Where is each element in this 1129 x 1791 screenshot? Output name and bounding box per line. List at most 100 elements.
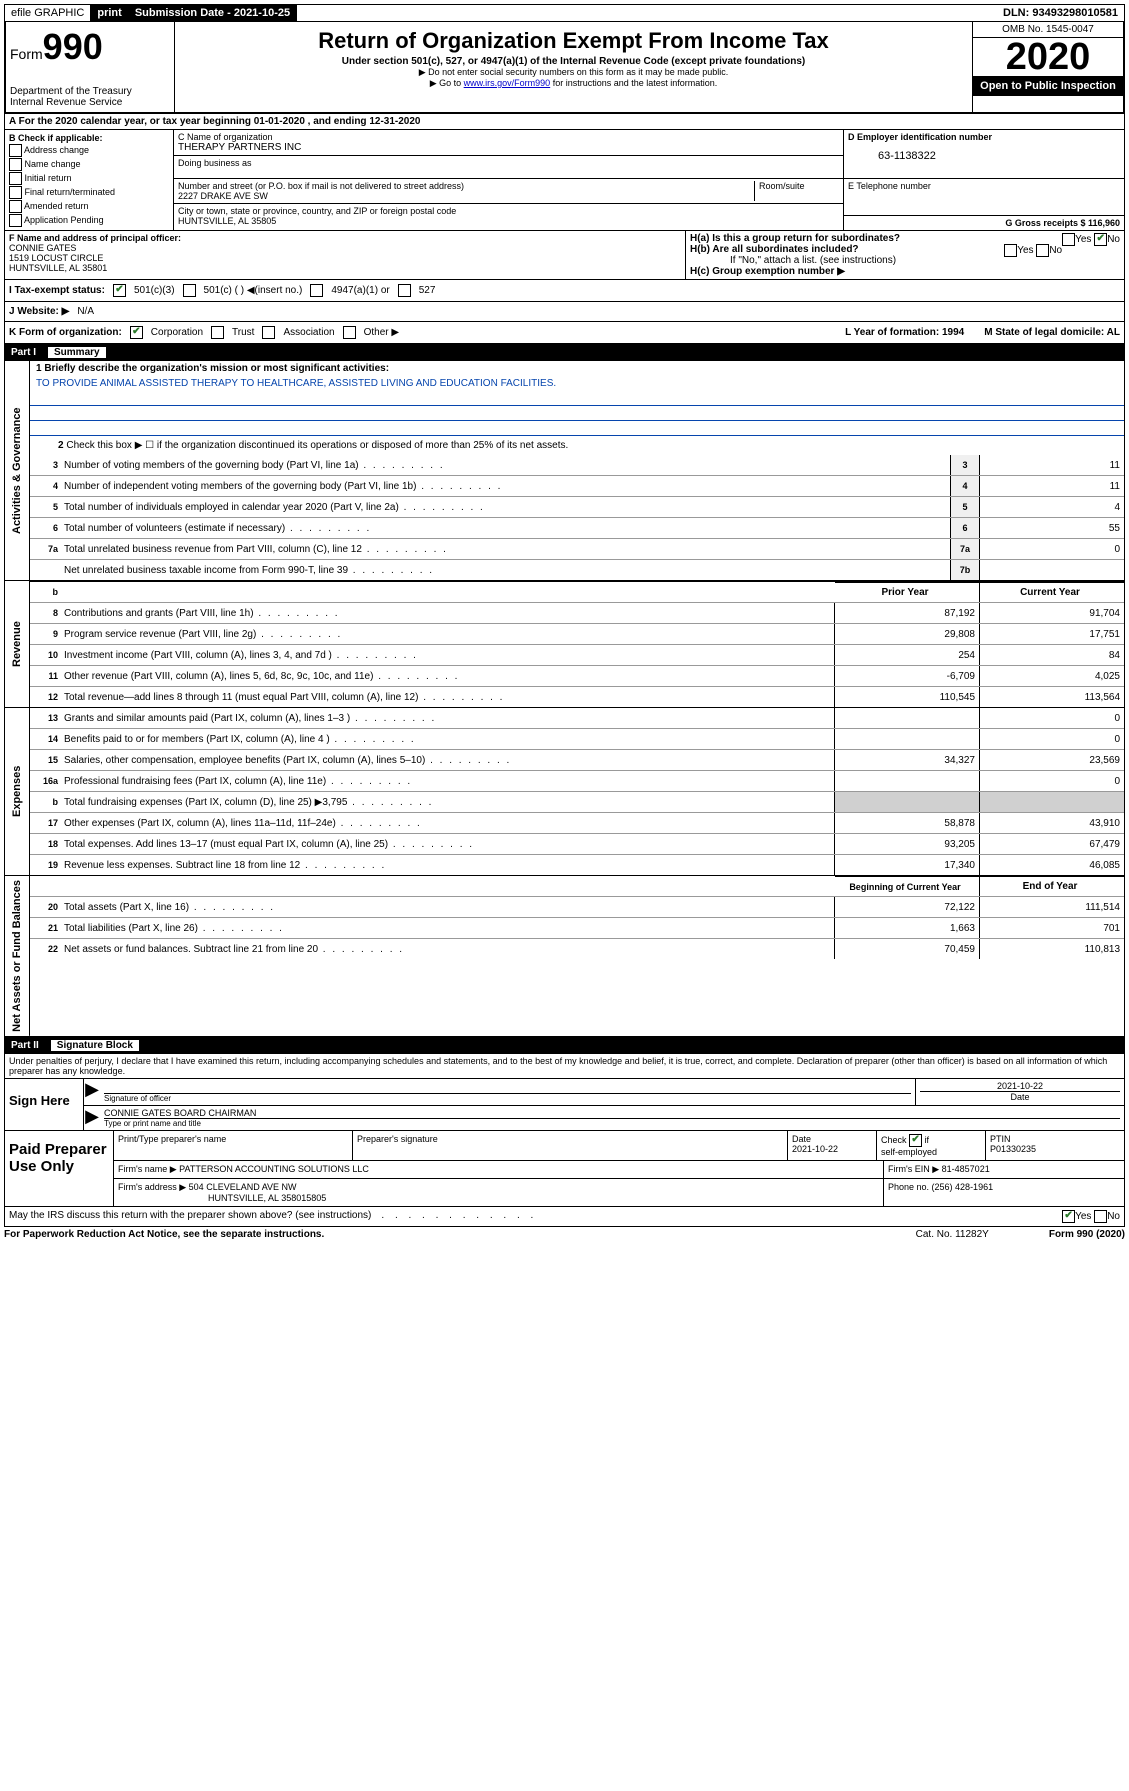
prior-year-header: Prior Year — [835, 582, 979, 602]
cb-527[interactable] — [398, 284, 411, 297]
addr-label: Number and street (or P.O. box if mail i… — [178, 181, 754, 191]
hb-row: H(b) Are all subordinates included? Yes … — [690, 244, 1120, 255]
table-row: 11Other revenue (Part VIII, column (A), … — [30, 666, 1124, 687]
end-year-header: End of Year — [979, 876, 1124, 896]
b-marker: b — [30, 587, 64, 597]
k-label: K Form of organization: — [9, 327, 122, 338]
cb-other[interactable] — [343, 326, 356, 339]
city-cell: City or town, state or province, country… — [174, 204, 843, 228]
cb-trust[interactable] — [211, 326, 224, 339]
efile-label: efile GRAPHIC — [5, 5, 91, 21]
table-row: 9Program service revenue (Part VIII, lin… — [30, 624, 1124, 645]
table-row: 6Total number of volunteers (estimate if… — [30, 518, 1124, 539]
cat-no: Cat. No. 11282Y — [916, 1229, 989, 1240]
sig-officer: Signature of officer — [100, 1079, 915, 1105]
i-label: I Tax-exempt status: — [9, 285, 105, 296]
org-name: THERAPY PARTNERS INC — [178, 142, 839, 153]
table-row: 18Total expenses. Add lines 13–17 (must … — [30, 834, 1124, 855]
col-b-title: B Check if applicable: — [9, 133, 169, 143]
paperwork-label: For Paperwork Reduction Act Notice, see … — [4, 1229, 324, 1240]
table-row: 20Total assets (Part X, line 16)72,12211… — [30, 897, 1124, 918]
cb-initial[interactable]: Initial return — [9, 172, 169, 185]
form-subtitle: Under section 501(c), 527, or 4947(a)(1)… — [179, 56, 968, 67]
header-right: OMB No. 1545-0047 2020 Open to Public In… — [972, 22, 1123, 112]
hc-row: H(c) Group exemption number ▶ — [690, 266, 1120, 277]
form-note2: ▶ Go to www.irs.gov/Form990 for instruct… — [179, 78, 968, 89]
sig-name: CONNIE GATES BOARD CHAIRMAN Type or prin… — [100, 1106, 1124, 1130]
table-row: 22Net assets or fund balances. Subtract … — [30, 939, 1124, 959]
print-button[interactable]: print — [91, 5, 128, 21]
cb-address[interactable]: Address change — [9, 144, 169, 157]
revenue-section: Revenue b Prior Year Current Year 8Contr… — [4, 581, 1125, 708]
form-prefix: Form — [10, 46, 43, 62]
q1-label: 1 Briefly describe the organization's mi… — [30, 361, 1124, 376]
cb-pending[interactable]: Application Pending — [9, 214, 169, 227]
sign-here-label: Sign Here — [5, 1079, 84, 1130]
c-label: C Name of organization — [178, 132, 839, 142]
j-label: J Website: ▶ — [9, 306, 69, 317]
firm-phone: Phone no. (256) 428-1961 — [884, 1179, 1124, 1206]
row-k: K Form of organization: Corporation Trus… — [4, 322, 1125, 344]
addr-cell: Number and street (or P.O. box if mail i… — [174, 179, 843, 204]
firm-name: Firm's name ▶ PATTERSON ACCOUNTING SOLUT… — [114, 1161, 884, 1178]
sidebar-expenses: Expenses — [5, 708, 30, 875]
cb-assoc[interactable] — [262, 326, 275, 339]
part2-num: Part II — [11, 1040, 39, 1051]
officer-name: CONNIE GATES — [9, 243, 681, 253]
cb-amended[interactable]: Amended return — [9, 200, 169, 213]
spacer — [64, 590, 835, 594]
header-center: Return of Organization Exempt From Incom… — [175, 22, 972, 112]
governance-section: Activities & Governance 1 Briefly descri… — [4, 361, 1125, 581]
blue-line — [30, 421, 1124, 436]
cb-501c3[interactable] — [113, 284, 126, 297]
cb-final[interactable]: Final return/terminated — [9, 186, 169, 199]
discuss-row: May the IRS discuss this return with the… — [4, 1207, 1125, 1227]
prep-ptin: PTINP01330235 — [986, 1131, 1124, 1160]
table-row: 17Other expenses (Part IX, column (A), l… — [30, 813, 1124, 834]
sign-block: Sign Here ▶ Signature of officer 2021-10… — [4, 1079, 1125, 1131]
col-b: B Check if applicable: Address change Na… — [5, 130, 174, 230]
website-value: N/A — [77, 306, 94, 317]
sig-date: 2021-10-22 Date — [915, 1079, 1124, 1105]
row-j: J Website: ▶ N/A — [4, 302, 1125, 322]
addr-value: 2227 DRAKE AVE SW — [178, 191, 754, 201]
part2-title: Signature Block — [51, 1040, 139, 1051]
submission-date: Submission Date - 2021-10-25 — [129, 5, 297, 21]
form-title: Return of Organization Exempt From Incom… — [179, 28, 968, 54]
gross-cell: G Gross receipts $ 116,960 — [844, 216, 1124, 230]
cb-corp[interactable] — [130, 326, 143, 339]
cb-name[interactable]: Name change — [9, 158, 169, 171]
table-row: 13Grants and similar amounts paid (Part … — [30, 708, 1124, 729]
dba-cell: Doing business as — [174, 156, 843, 179]
officer-addr2: HUNTSVILLE, AL 35801 — [9, 263, 681, 273]
irs-link[interactable]: www.irs.gov/Form990 — [464, 78, 551, 88]
top-spacer — [297, 11, 997, 15]
begin-year-header: Beginning of Current Year — [835, 876, 979, 896]
org-name-cell: C Name of organization THERAPY PARTNERS … — [174, 130, 843, 156]
table-row: 19Revenue less expenses. Subtract line 1… — [30, 855, 1124, 875]
firm-addr: Firm's address ▶ 504 CLEVELAND AVE NW HU… — [114, 1179, 884, 1206]
f-label: F Name and address of principal officer: — [9, 233, 681, 243]
table-row: 4Number of independent voting members of… — [30, 476, 1124, 497]
discuss-label: May the IRS discuss this return with the… — [9, 1210, 371, 1223]
table-row: 10Investment income (Part VIII, column (… — [30, 645, 1124, 666]
form-number: Form990 — [10, 26, 170, 68]
form-header: Form990 Department of the Treasury Inter… — [4, 22, 1125, 114]
dept-label: Department of the Treasury Internal Reve… — [10, 86, 170, 108]
cb-501c[interactable] — [183, 284, 196, 297]
row-i: I Tax-exempt status: 501(c)(3) 501(c) ( … — [4, 280, 1125, 302]
form-footer: Form 990 (2020) — [1049, 1229, 1125, 1240]
tax-year: 2020 — [973, 38, 1123, 76]
table-row: 7aTotal unrelated business revenue from … — [30, 539, 1124, 560]
table-row: bTotal fundraising expenses (Part IX, co… — [30, 792, 1124, 813]
part1-num: Part I — [11, 347, 36, 358]
discuss-answer: Yes No — [1062, 1210, 1120, 1223]
table-row: 12Total revenue—add lines 8 through 11 (… — [30, 687, 1124, 707]
table-row: 8Contributions and grants (Part VIII, li… — [30, 603, 1124, 624]
phone-cell: E Telephone number — [844, 179, 1124, 216]
room-label: Room/suite — [754, 181, 839, 201]
cb-4947[interactable] — [310, 284, 323, 297]
prep-check: Check ifself-employed — [877, 1131, 986, 1160]
header-left: Form990 Department of the Treasury Inter… — [6, 22, 175, 112]
firm-ein: Firm's EIN ▶ 81-4857021 — [884, 1161, 1124, 1178]
